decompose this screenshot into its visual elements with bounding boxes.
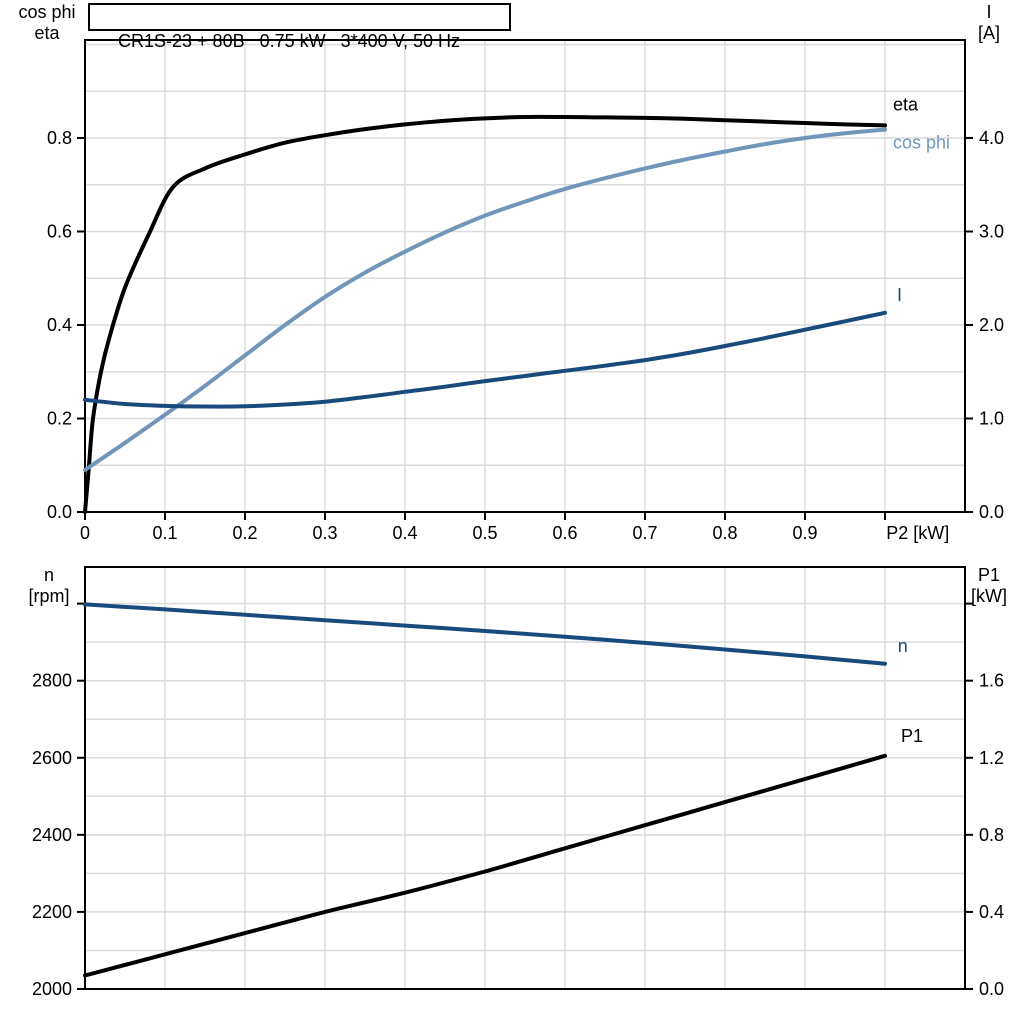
left-axis-tick-label: 2600 [32,748,72,768]
bottom-left-axis-title: n [rpm] [8,565,90,607]
curve-label-eta: eta [893,94,919,114]
left-axis-tick-label: 0.2 [47,408,72,428]
top-right-axis-title-line1: I [986,2,992,22]
right-axis-tick-label: 1.6 [979,671,1004,691]
right-axis-tick-label: 0.4 [979,902,1004,922]
chart-title-text: CR1S-23 + 80B 0.75 kW 3*400 V, 50 Hz [118,31,461,51]
top-left-axis-title: cos phi eta [6,2,88,44]
left-axis-tick-label: 2000 [32,979,72,999]
curve-eta [83,114,887,514]
curve-label-I: I [897,285,902,305]
top-left-axis-title-line2: eta [34,23,60,43]
curve-n [83,602,887,666]
top-right-axis-title-line2: [A] [977,23,1000,43]
bottom-left-axis-title-line2: [rpm] [28,586,70,606]
bottom-left-axis-title-line1: n [43,565,54,585]
x-axis-tick-label: 0.8 [712,523,737,543]
right-axis-tick-label: 2.0 [979,315,1004,335]
x-axis-tick-label: 0.2 [232,523,257,543]
curve-P1 [83,753,887,978]
bottom-right-axis-title-line2: [kW] [971,586,1007,606]
x-axis-tick-label: 0.4 [392,523,417,543]
x-axis-tick-label: 0.9 [792,523,817,543]
right-axis-tick-label: 1.2 [979,748,1004,768]
left-axis-tick-label: 2800 [32,671,72,691]
x-axis-tick-label: 0 [80,523,90,543]
x-axis-tick-label: 0.5 [472,523,497,543]
top-left-axis-title-line1: cos phi [18,2,76,22]
curve-label-P1: P1 [901,726,923,746]
right-axis-tick-label: 1.0 [979,408,1004,428]
curve-cos-phi [83,127,887,472]
curve-I [83,310,887,409]
curve-label-cos-phi: cos phi [893,133,950,153]
x-axis-tick-label: 0.3 [312,523,337,543]
right-axis-tick-label: 0.0 [979,979,1004,999]
bottom-right-axis-title-line1: P1 [977,565,1001,585]
left-axis-tick-label: 0.8 [47,128,72,148]
left-axis-tick-label: 0.6 [47,221,72,241]
x-axis-tick-label: 0.7 [632,523,657,543]
left-axis-tick-label: 2400 [32,825,72,845]
curve-label-n: n [898,636,908,656]
right-axis-tick-label: 0.0 [979,502,1004,522]
left-axis-tick-label: 2200 [32,902,72,922]
x-axis-tick-label: 0.1 [152,523,177,543]
top-right-axis-title: I [A] [963,2,1015,44]
right-axis-tick-label: 4.0 [979,128,1004,148]
right-axis-tick-label: 0.8 [979,825,1004,845]
chart-frame [84,566,966,990]
right-axis-tick-label: 3.0 [979,221,1004,241]
left-axis-tick-label: 0.4 [47,315,72,335]
left-axis-tick-label: 0.0 [47,502,72,522]
x-axis-unit-label: P2 [kW] [886,523,949,543]
chart-title-box: CR1S-23 + 80B 0.75 kW 3*400 V, 50 Hz [88,3,511,51]
bottom-right-axis-title: P1 [kW] [963,565,1015,607]
chart-frame [84,39,966,513]
x-axis-tick-label: 0.6 [552,523,577,543]
